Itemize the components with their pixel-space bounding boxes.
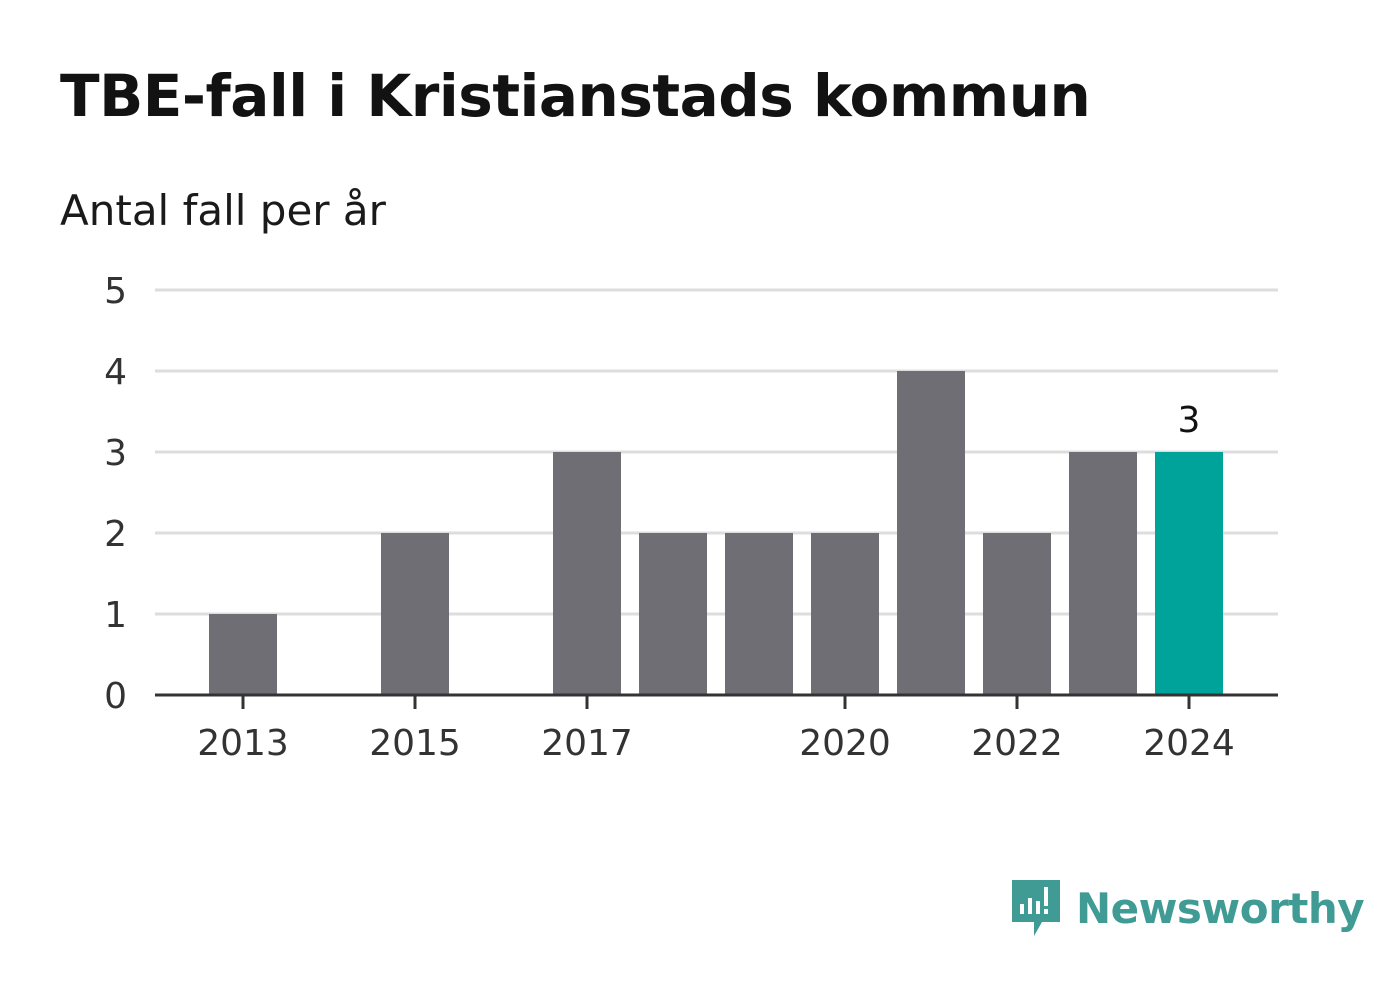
y-tick-label: 1: [104, 595, 127, 636]
bar-2021: [897, 371, 965, 695]
x-tick-label: 2015: [369, 723, 461, 764]
y-tick-label: 3: [104, 433, 127, 474]
bar-2023: [1069, 452, 1137, 695]
x-tick-label: 2020: [799, 723, 891, 764]
bar-2018: [639, 533, 707, 695]
bar-2019: [725, 533, 793, 695]
bar-2020: [811, 533, 879, 695]
chart-subtitle: Antal fall per år: [60, 186, 386, 235]
y-tick-label: 5: [104, 271, 127, 312]
x-tick-label: 2013: [197, 723, 289, 764]
y-tick-label: 2: [104, 514, 127, 555]
x-tick-label: 2024: [1143, 723, 1235, 764]
chart-title: TBE-fall i Kristianstads kommun: [60, 62, 1091, 130]
y-tick-label: 0: [104, 676, 127, 717]
bar-2015: [381, 533, 449, 695]
newsworthy-logo-icon: [1012, 880, 1060, 936]
bar-2024: [1155, 452, 1223, 695]
bar-2022: [983, 533, 1051, 695]
data-label: 3: [1178, 400, 1201, 441]
brand-name: Newsworthy: [1076, 883, 1365, 933]
bar-2013: [209, 614, 277, 695]
bar-2017: [553, 452, 621, 695]
x-tick-label: 2017: [541, 723, 633, 764]
x-tick-label: 2022: [971, 723, 1063, 764]
newsworthy-brand: Newsworthy: [1010, 878, 1365, 938]
y-tick-label: 4: [104, 352, 127, 393]
